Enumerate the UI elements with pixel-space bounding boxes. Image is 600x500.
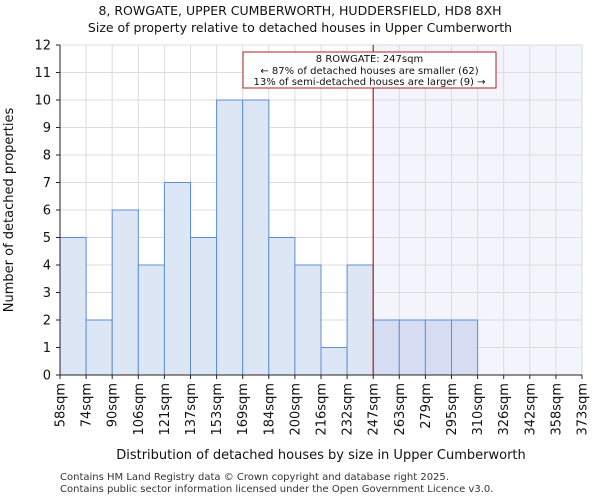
x-tick-label: 200sqm bbox=[288, 383, 303, 436]
x-tick-label: 373sqm bbox=[576, 383, 591, 436]
chart-title-address: 8, ROWGATE, UPPER CUMBERWORTH, HUDDERSFI… bbox=[98, 3, 502, 18]
histogram-bar bbox=[424, 319, 452, 376]
annotation-box bbox=[242, 51, 497, 89]
x-tick-label: 58sqm bbox=[54, 383, 69, 427]
x-tick-label: 232sqm bbox=[341, 383, 356, 436]
x-tick-label: 279qm bbox=[419, 383, 434, 429]
histogram-bar bbox=[216, 99, 244, 376]
x-tick-label: 137sqm bbox=[184, 383, 199, 436]
x-tick-label: 169sqm bbox=[236, 383, 251, 436]
annotation-title: 8 ROWGATE: 247sqm bbox=[316, 54, 423, 65]
histogram-bar bbox=[242, 99, 270, 376]
x-tick-label: 342sqm bbox=[523, 383, 538, 436]
x-tick-label: 247sqm bbox=[367, 383, 382, 436]
x-axis-label: Distribution of detached houses by size … bbox=[116, 448, 526, 463]
x-tick-label: 184sqm bbox=[262, 383, 277, 436]
x-tick-label: 90sqm bbox=[106, 383, 121, 427]
x-tick-label: 358sqm bbox=[549, 383, 564, 436]
histogram-bar bbox=[398, 319, 426, 376]
y-tick-label: 12 bbox=[34, 39, 51, 54]
chart-subtitle: Size of property relative to detached ho… bbox=[87, 20, 513, 35]
y-tick-label: 4 bbox=[43, 259, 51, 274]
x-tick-label: 74sqm bbox=[80, 383, 95, 427]
y-tick-label: 5 bbox=[43, 231, 51, 246]
histogram-bar bbox=[346, 264, 374, 376]
annotation-larger: 13% of semi-detached houses are larger (… bbox=[253, 77, 485, 88]
annotation-smaller: ← 87% of detached houses are smaller (62… bbox=[260, 66, 478, 77]
histogram-bar bbox=[320, 347, 348, 376]
y-tick-label: 6 bbox=[43, 204, 51, 219]
y-tick-label: 7 bbox=[43, 176, 51, 191]
y-tick-label: 0 bbox=[43, 369, 51, 384]
y-tick-label: 11 bbox=[34, 66, 51, 81]
y-tick-label: 1 bbox=[43, 341, 51, 356]
y-tick-label: 10 bbox=[34, 94, 51, 109]
histogram-bar bbox=[111, 209, 139, 376]
x-tick-label: 153sqm bbox=[210, 383, 225, 436]
y-tick-label: 3 bbox=[43, 286, 51, 301]
footer-licence: Contains public sector information licen… bbox=[60, 484, 494, 495]
histogram-bar bbox=[268, 237, 296, 376]
x-tick-label: 326sqm bbox=[497, 383, 512, 436]
histogram-bar bbox=[85, 319, 113, 376]
histogram-bar bbox=[372, 319, 400, 376]
x-tick-label: 295sqm bbox=[445, 383, 460, 436]
x-tick-label: 263sqm bbox=[393, 383, 408, 436]
histogram-bar bbox=[59, 237, 87, 376]
y-axis-label: Number of detached properties bbox=[2, 108, 17, 313]
footer-copyright: Contains HM Land Registry data © Crown c… bbox=[60, 472, 449, 483]
histogram-bar bbox=[163, 182, 191, 376]
x-tick-label: 106sqm bbox=[132, 383, 147, 436]
x-tick-label: 310sqm bbox=[471, 383, 486, 436]
y-tick-label: 8 bbox=[43, 149, 51, 164]
histogram-bar bbox=[294, 264, 322, 376]
histogram-bar bbox=[451, 319, 479, 376]
x-tick-label: 121sqm bbox=[158, 383, 173, 436]
histogram-bar bbox=[190, 237, 218, 376]
y-tick-label: 2 bbox=[43, 314, 51, 329]
y-tick-label: 9 bbox=[43, 121, 51, 136]
x-tick-label: 216sqm bbox=[315, 383, 330, 436]
histogram-bar bbox=[137, 264, 165, 376]
